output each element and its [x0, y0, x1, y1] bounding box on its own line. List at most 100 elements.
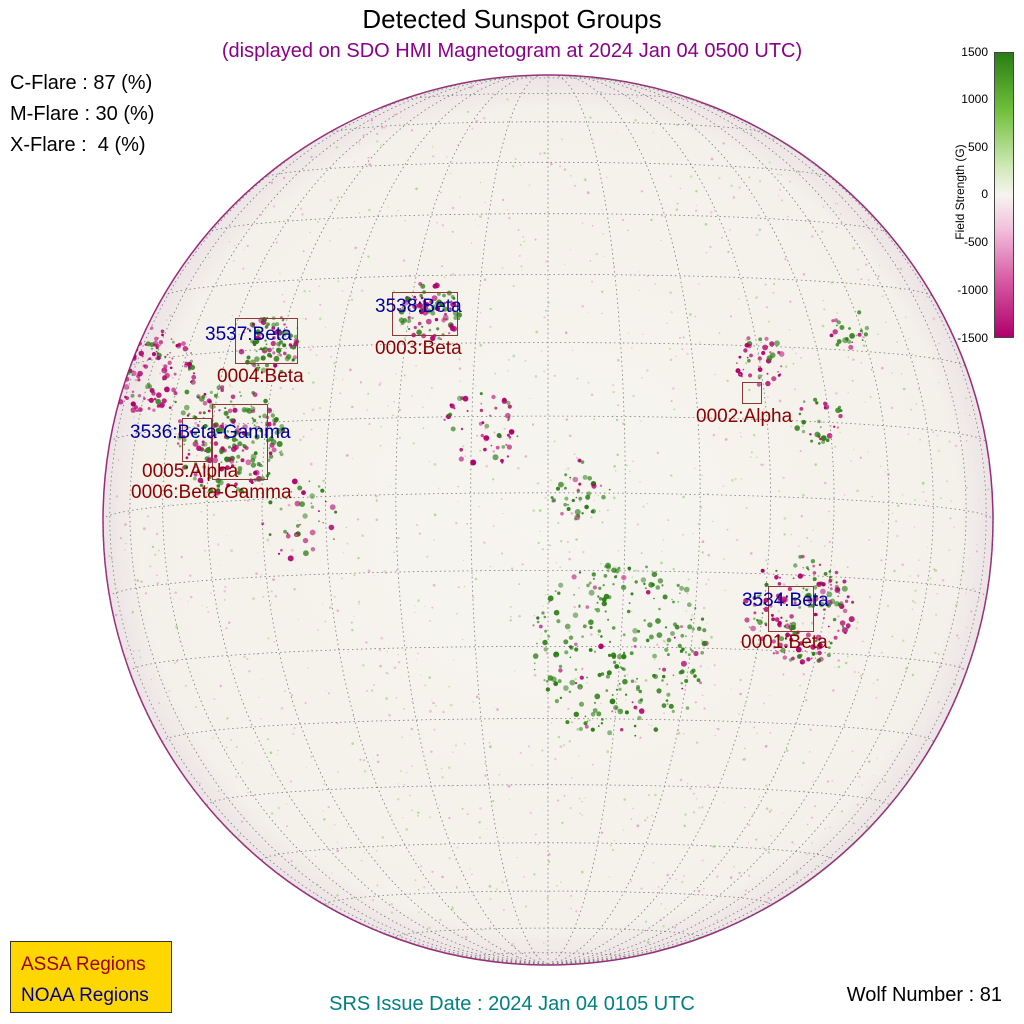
field-speck	[266, 421, 272, 427]
field-speck	[604, 565, 608, 569]
network-speck	[701, 474, 703, 476]
field-speck	[407, 318, 412, 323]
network-speck	[890, 406, 894, 410]
network-speck	[479, 215, 482, 219]
network-speck	[729, 315, 733, 318]
network-speck	[612, 496, 616, 500]
network-speck	[660, 561, 663, 565]
network-speck	[650, 218, 653, 222]
network-speck	[329, 199, 332, 202]
network-speck	[325, 326, 326, 328]
network-speck	[430, 750, 433, 753]
network-speck	[796, 584, 798, 586]
field-speck	[774, 340, 780, 347]
network-speck	[397, 798, 400, 801]
field-speck	[584, 715, 587, 718]
network-speck	[748, 176, 751, 179]
network-speck	[911, 353, 914, 356]
network-speck	[134, 378, 138, 382]
network-speck	[611, 848, 615, 852]
network-speck	[225, 486, 228, 489]
field-speck	[656, 632, 663, 638]
network-speck	[507, 359, 510, 361]
network-speck	[451, 906, 454, 909]
network-speck	[260, 573, 263, 576]
network-speck	[600, 831, 604, 834]
colorbar-tick: 1500	[961, 45, 988, 59]
network-speck	[367, 392, 370, 395]
network-speck	[323, 783, 326, 786]
network-speck	[939, 712, 942, 715]
network-speck	[312, 549, 315, 552]
field-speck	[227, 408, 233, 414]
network-speck	[448, 816, 451, 820]
network-speck	[789, 300, 792, 303]
network-speck	[533, 673, 537, 677]
network-speck	[808, 219, 811, 223]
field-speck	[124, 355, 129, 360]
network-speck	[337, 280, 340, 283]
field-speck	[309, 529, 316, 536]
network-speck	[744, 702, 747, 705]
network-speck	[780, 199, 784, 202]
network-speck	[718, 332, 721, 334]
network-speck	[904, 316, 907, 318]
network-speck	[914, 589, 917, 592]
network-speck	[835, 392, 838, 395]
network-speck	[757, 353, 760, 356]
network-speck	[686, 98, 689, 101]
field-speck	[817, 650, 822, 656]
network-speck	[738, 871, 741, 875]
field-speck	[608, 653, 612, 658]
network-speck	[765, 807, 769, 810]
field-speck	[596, 711, 602, 717]
network-speck	[243, 377, 245, 379]
field-speck	[112, 387, 115, 391]
field-speck	[782, 655, 787, 660]
colorbar-tick: -1500	[957, 331, 988, 345]
field-speck	[119, 358, 124, 362]
region-box	[392, 292, 458, 336]
field-speck	[547, 634, 551, 638]
network-speck	[830, 435, 832, 437]
network-speck	[170, 503, 172, 506]
field-speck	[137, 378, 141, 382]
field-speck	[611, 567, 617, 573]
network-speck	[823, 860, 825, 863]
field-speck	[157, 337, 159, 339]
field-speck	[252, 418, 257, 423]
field-speck	[605, 674, 610, 679]
network-speck	[397, 537, 400, 540]
network-speck	[857, 268, 859, 271]
network-speck	[898, 777, 900, 779]
field-speck	[452, 297, 456, 300]
field-speck	[829, 575, 832, 579]
field-speck	[822, 608, 825, 611]
field-speck	[591, 483, 597, 489]
network-speck	[793, 843, 795, 846]
field-speck	[826, 603, 832, 608]
network-speck	[472, 308, 473, 310]
network-speck	[457, 143, 459, 146]
network-speck	[432, 155, 435, 158]
field-speck	[317, 485, 321, 488]
network-speck	[489, 325, 492, 329]
field-speck	[288, 343, 293, 347]
network-speck	[424, 605, 426, 607]
field-speck	[126, 339, 130, 342]
field-speck	[189, 430, 193, 434]
network-speck	[679, 336, 681, 339]
field-speck	[148, 397, 154, 403]
network-speck	[537, 541, 540, 545]
network-speck	[911, 599, 915, 603]
network-speck	[939, 665, 942, 668]
field-speck	[844, 631, 847, 635]
network-speck	[271, 490, 273, 492]
network-speck	[692, 811, 696, 814]
field-speck	[203, 424, 208, 428]
network-speck	[494, 372, 497, 375]
network-speck	[519, 244, 522, 246]
network-speck	[415, 658, 418, 660]
network-speck	[455, 744, 457, 747]
field-speck	[212, 457, 219, 464]
